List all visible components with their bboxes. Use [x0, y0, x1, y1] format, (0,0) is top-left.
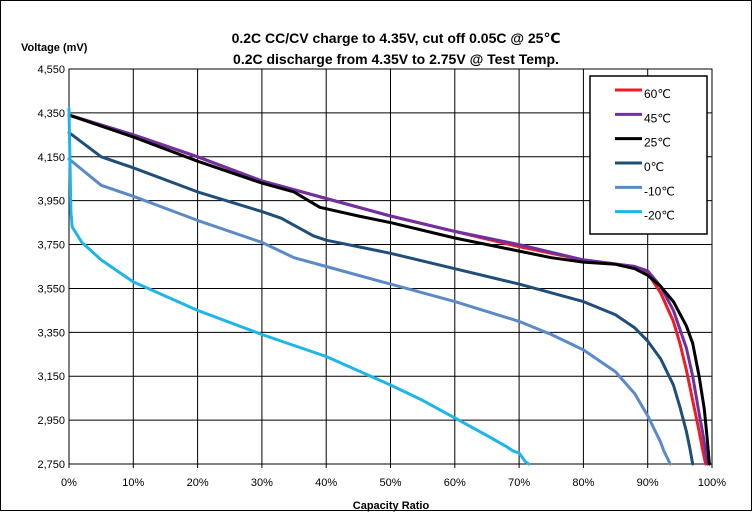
- y-tick-label: 4,150: [37, 152, 65, 164]
- x-axis-title: Capacity Ratio: [353, 500, 430, 512]
- legend: 60℃ 45℃ 25℃ 0℃ -10℃ -20℃: [589, 75, 708, 235]
- chart-title-line-1: 0.2C CC/CV charge to 4.35V, cut off 0.05…: [232, 30, 561, 46]
- series-line-4: [67, 157, 672, 466]
- y-tick-label: 3,350: [37, 327, 65, 339]
- y-tick-label: 4,350: [37, 108, 65, 120]
- y-tick-label: 3,750: [37, 240, 65, 252]
- legend-label: -10℃: [644, 184, 675, 198]
- series-line-5: [67, 107, 531, 466]
- y-tick-label: 3,950: [37, 196, 65, 208]
- x-tick-label: 0%: [61, 477, 77, 489]
- x-tick-label: 70%: [508, 477, 530, 489]
- x-tick-label: 60%: [444, 477, 466, 489]
- chart-title-line-2: 0.2C discharge from 4.35V to 2.75V @ Tes…: [233, 51, 559, 67]
- x-tick-label: 20%: [187, 477, 209, 489]
- x-tick-label: 40%: [315, 477, 337, 489]
- y-tick-label: 2,750: [37, 459, 65, 471]
- legend-label: 60℃: [644, 87, 671, 101]
- x-tick-label: 100%: [698, 477, 726, 489]
- series-lines: [67, 107, 711, 466]
- axis-ticks: 2,750 2,950 3,150 3,350 3,550 3,750 3,950 4,150…: [37, 64, 726, 489]
- x-tick-label: 10%: [122, 477, 144, 489]
- x-tick-label: 90%: [637, 477, 659, 489]
- y-axis-title: Voltage (mV): [21, 42, 88, 54]
- series-line-3: [67, 131, 695, 466]
- series-line-1: [67, 113, 709, 466]
- y-tick-label: 3,150: [37, 371, 65, 383]
- legend-label: -20℃: [644, 209, 675, 223]
- x-tick-label: 30%: [251, 477, 273, 489]
- plot-area-border: [68, 68, 713, 465]
- y-tick-label: 4,550: [37, 64, 65, 76]
- y-tick-label: 3,550: [37, 283, 65, 295]
- y-tick-label: 2,950: [37, 415, 65, 427]
- legend-label: 0℃: [644, 160, 664, 174]
- legend-box: [589, 75, 708, 235]
- legend-label: 45℃: [644, 111, 671, 125]
- x-tick-label: 80%: [572, 477, 594, 489]
- series-line-2: [67, 113, 711, 466]
- x-tick-label: 50%: [379, 477, 401, 489]
- legend-label: 25℃: [644, 136, 671, 150]
